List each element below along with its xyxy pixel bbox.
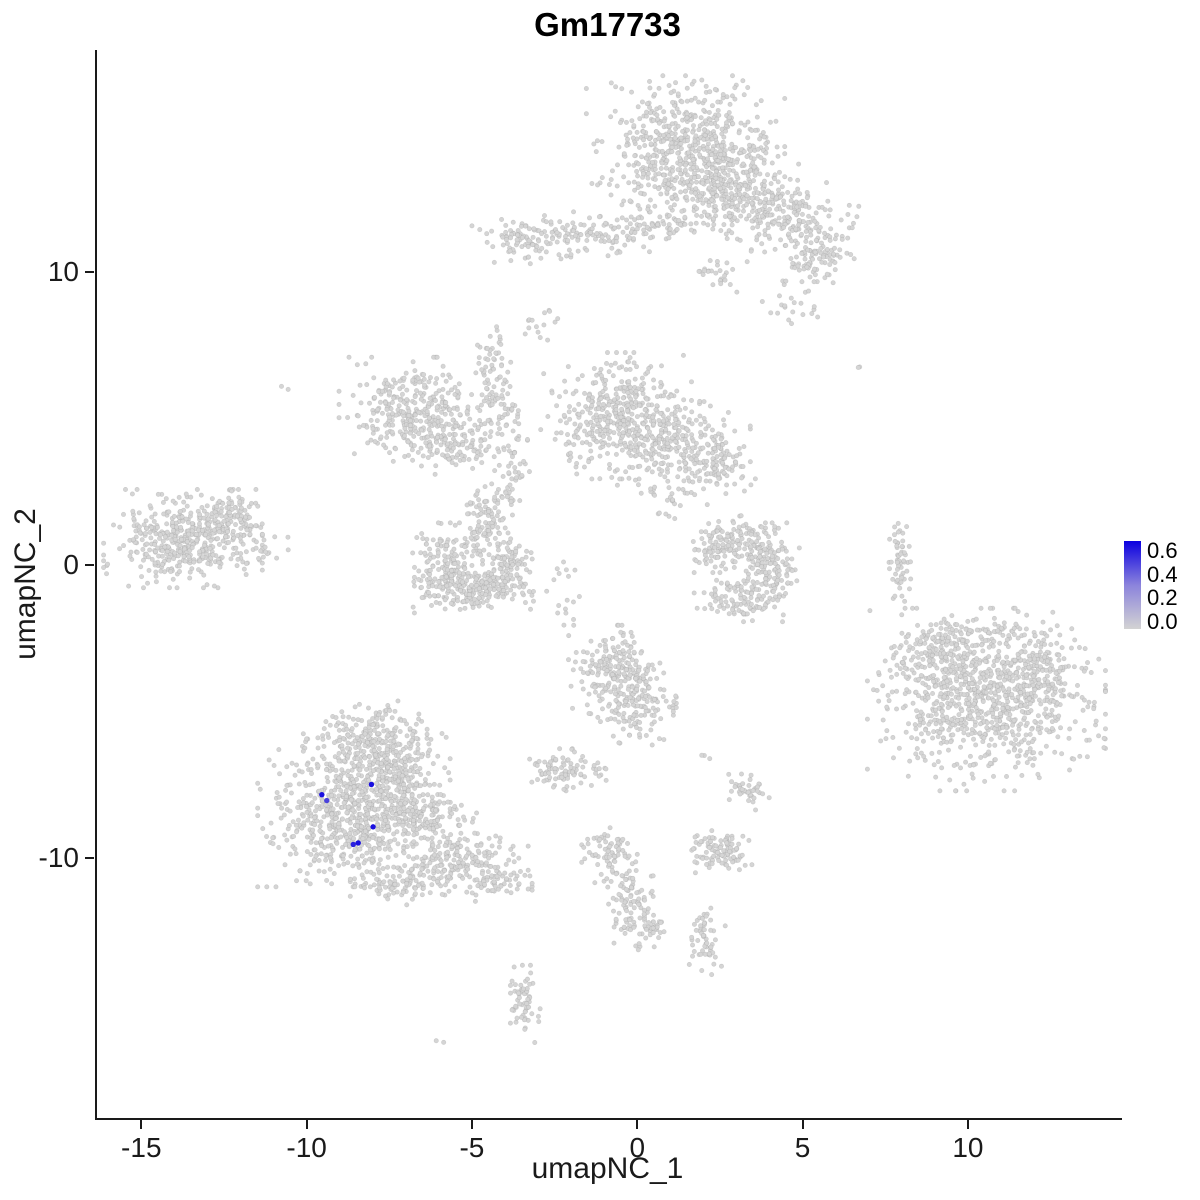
x-tick-label: 10: [952, 1132, 984, 1163]
y-tick-mark: [85, 271, 94, 274]
legend-tick-label: 0.0: [1147, 608, 1178, 634]
y-tick-label: -10: [38, 841, 79, 873]
x-tick-label: -10: [286, 1132, 327, 1163]
y-tick-mark: [85, 856, 94, 859]
x-axis-title: umapNC_1: [531, 1152, 684, 1185]
expression-legend: 0.6 0.4 0.2 0.0: [1124, 538, 1200, 634]
x-tick-mark: [140, 1120, 143, 1129]
x-tick-mark: [966, 1120, 969, 1129]
x-tick-label: -15: [121, 1132, 162, 1163]
x-tick-label: 0: [629, 1132, 646, 1163]
plot-title: Gm17733: [534, 6, 681, 43]
legend-tick-label: 0.4: [1147, 561, 1178, 587]
plot-area: [95, 50, 1122, 1120]
y-tick-mark: [85, 563, 94, 566]
y-axis-title: umapNC_2: [9, 508, 42, 660]
x-tick-label: 5: [794, 1132, 811, 1163]
x-tick-mark: [470, 1120, 473, 1129]
legend-tick-label: 0.6: [1147, 538, 1178, 563]
y-tick-label: 10: [47, 256, 79, 288]
x-tick-mark: [801, 1120, 804, 1129]
x-tick-mark: [636, 1120, 639, 1129]
x-tick-mark: [305, 1120, 308, 1129]
scatter-canvas: [97, 50, 1122, 1118]
legend-gradient-bar: [1124, 541, 1141, 629]
legend-tick-label: 0.2: [1147, 585, 1178, 610]
y-tick-label: 0: [63, 548, 79, 580]
x-tick-label: -5: [459, 1132, 485, 1163]
